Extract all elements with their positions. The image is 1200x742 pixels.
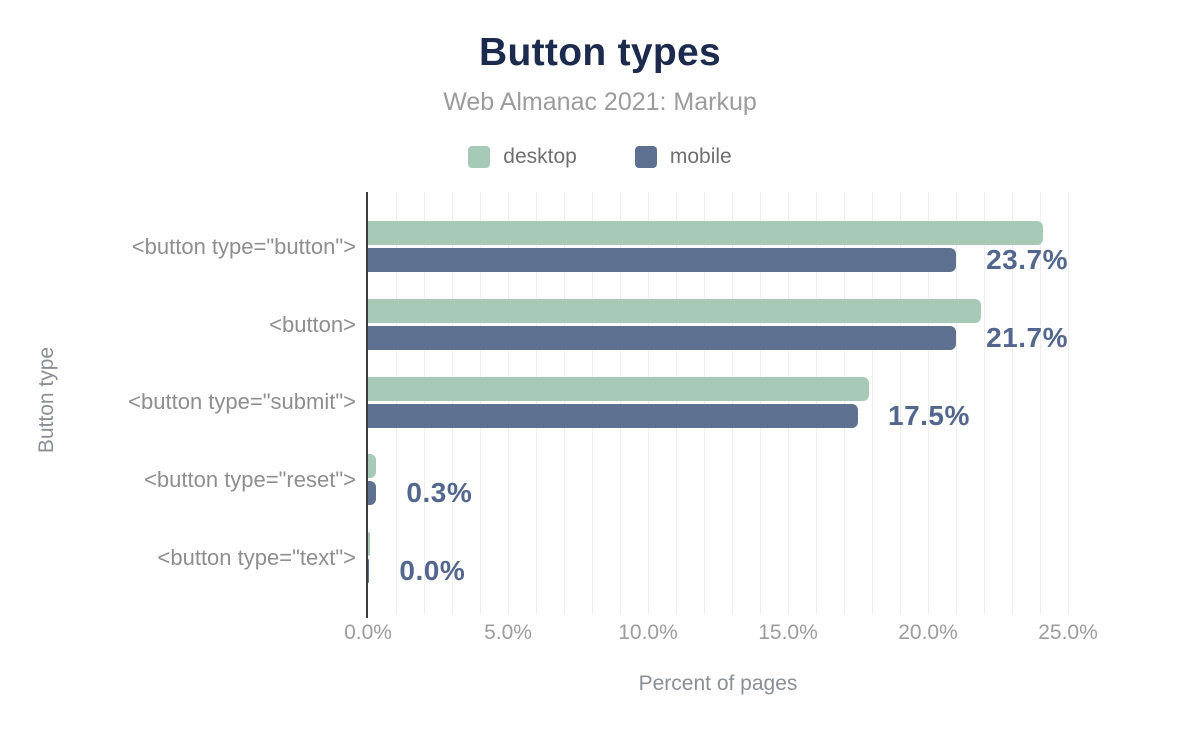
bar-desktop[interactable] <box>368 376 870 401</box>
bar-desktop[interactable] <box>368 454 377 479</box>
bar-mobile[interactable] <box>368 403 858 428</box>
gridline <box>676 192 677 615</box>
gridline <box>816 192 817 615</box>
legend: desktop mobile <box>0 145 1200 169</box>
value-label: 21.7% <box>986 322 1068 354</box>
legend-label: mobile <box>669 145 732 168</box>
legend-swatch-mobile <box>634 146 657 168</box>
category-label: <button type="button"> <box>131 233 356 259</box>
bar-group: <button> 21.7% <box>269 286 1068 364</box>
bar-line-mobile: 21.7% <box>368 322 1068 354</box>
value-label: 0.0% <box>399 555 466 587</box>
bar-desktop[interactable] <box>368 221 1043 246</box>
gridline <box>564 192 565 615</box>
gridline <box>592 192 593 615</box>
bar-line-desktop <box>368 532 1068 557</box>
bar-line-desktop <box>368 221 1068 246</box>
value-label: 0.3% <box>406 477 473 509</box>
gridline <box>1040 192 1041 615</box>
legend-item-mobile: mobile <box>634 145 732 169</box>
bar-desktop[interactable] <box>368 299 982 324</box>
x-tick-label: 5.0% <box>484 621 532 644</box>
category-label: <button type="submit"> <box>128 389 356 415</box>
x-tick-label: 15.0% <box>758 621 818 644</box>
gridline <box>648 192 649 615</box>
bar-group: <button type="text"> 0.0% <box>158 519 1068 597</box>
x-axis-title: Percent of pages <box>638 672 798 695</box>
bar-group: <button type="submit"> 17.5% <box>128 363 1068 441</box>
bar-line-desktop <box>368 454 1068 479</box>
gridline <box>620 192 621 615</box>
category-label: <button type="reset"> <box>144 466 356 492</box>
gridline <box>396 192 397 615</box>
gridline <box>956 192 957 615</box>
bar-line-mobile: 17.5% <box>368 399 1068 431</box>
gridline <box>732 192 733 615</box>
bar-line-desktop <box>368 299 1068 324</box>
bar-line-mobile: 23.7% <box>368 244 1068 276</box>
x-tick-label: 20.0% <box>898 621 958 644</box>
bar-mobile[interactable] <box>368 559 370 584</box>
legend-item-desktop: desktop <box>468 145 577 169</box>
x-tick-label: 10.0% <box>618 621 678 644</box>
gridline <box>984 192 985 615</box>
bar-groups: <button type="button"> 23.7% <button> 21.7%… <box>128 192 1068 608</box>
gridline <box>536 192 537 615</box>
gridline <box>480 192 481 615</box>
legend-label: desktop <box>503 145 577 168</box>
chart-title: Button types <box>479 31 721 74</box>
bar-mobile[interactable] <box>368 326 957 351</box>
bar-group: <button type="button"> 23.7% <box>132 208 1068 286</box>
gridline <box>788 192 789 615</box>
y-axis-line <box>366 192 368 618</box>
category-label: <button type="text"> <box>157 544 356 570</box>
gridline <box>928 192 929 615</box>
x-tick-label: 0.0% <box>344 621 392 644</box>
plot-area: <button type="button"> 23.7% <button> 21.7%… <box>128 192 1098 644</box>
bar-group: <button type="reset"> 0.3% <box>144 441 1068 519</box>
gridline <box>844 192 845 615</box>
gridline <box>760 192 761 615</box>
bar-mobile[interactable] <box>368 481 377 506</box>
bar-mobile[interactable] <box>368 248 957 273</box>
gridline <box>452 192 453 615</box>
bar-line-desktop <box>368 376 1068 401</box>
x-tick-label: 25.0% <box>1038 621 1098 644</box>
category-label: <button> <box>269 311 356 337</box>
gridline <box>1068 192 1069 615</box>
gridline <box>508 192 509 615</box>
bar-line-mobile: 0.3% <box>368 477 1068 509</box>
value-label: 17.5% <box>888 399 970 431</box>
gridline <box>424 192 425 615</box>
gridline <box>872 192 873 615</box>
bar-desktop[interactable] <box>368 532 370 557</box>
value-label: 23.7% <box>986 244 1068 276</box>
legend-swatch-desktop <box>468 146 491 168</box>
y-axis-title: Button type <box>35 346 58 454</box>
gridline <box>704 192 705 615</box>
chart-header: Button types Web Almanac 2021: Markup <box>0 0 1200 117</box>
gridline <box>1012 192 1013 615</box>
bar-line-mobile: 0.0% <box>368 555 1068 587</box>
gridline <box>900 192 901 615</box>
chart-subtitle: Web Almanac 2021: Markup <box>443 87 757 116</box>
